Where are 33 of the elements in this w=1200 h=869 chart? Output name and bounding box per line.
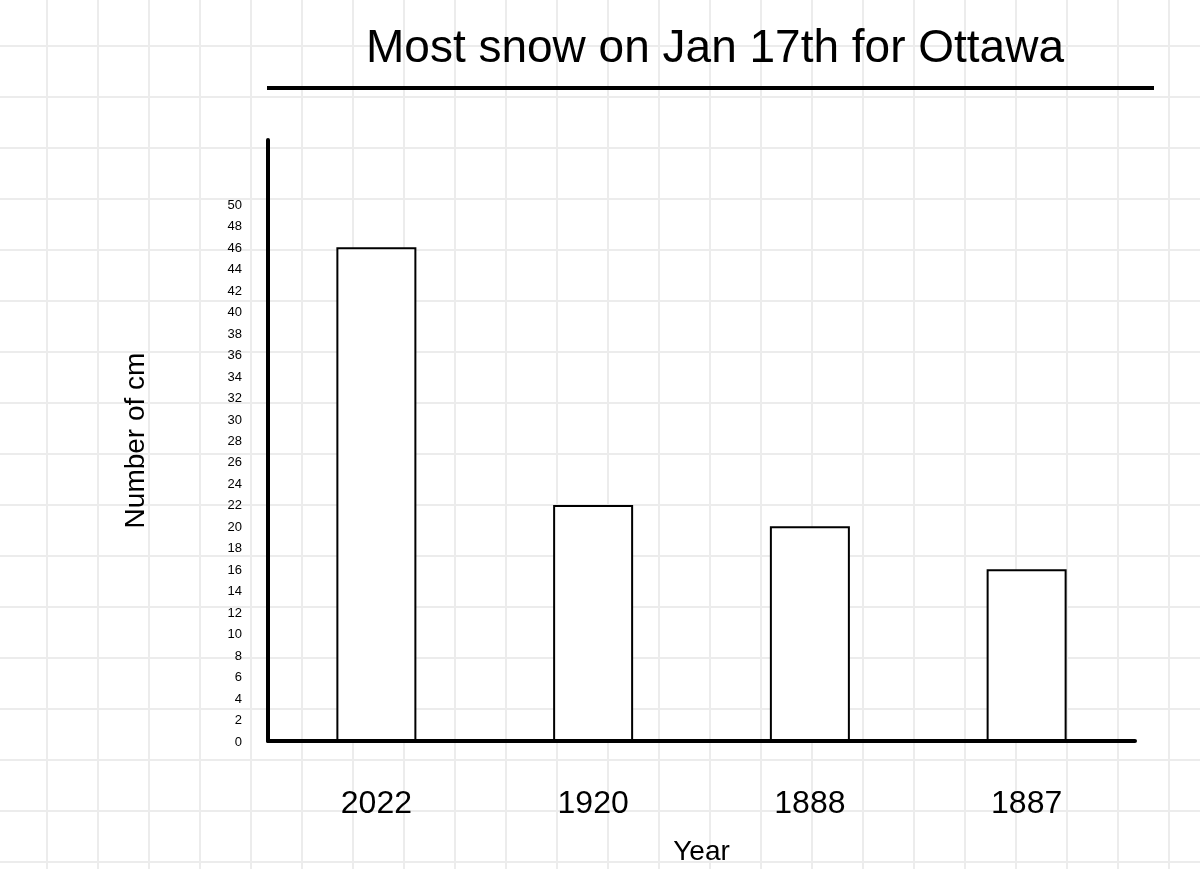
chart-title: Most snow on Jan 17th for Ottawa — [365, 20, 1065, 72]
y-tick-label: 18 — [227, 540, 242, 556]
y-tick-label: 28 — [227, 433, 242, 448]
y-tick-label: 30 — [227, 411, 242, 427]
y-tick-label: 14 — [227, 583, 242, 599]
x-tick-label: 1887 — [991, 784, 1063, 820]
y-tick-label: 8 — [234, 647, 242, 663]
y-tick-label: 50 — [227, 196, 242, 212]
y-tick-label: 42 — [227, 282, 242, 298]
x-tick-label: 1920 — [557, 784, 629, 820]
y-tick-label: 16 — [227, 561, 242, 577]
y-tick-label: 0 — [234, 733, 242, 749]
y-tick-label: 24 — [227, 475, 242, 491]
x-tick-label: 2022 — [340, 784, 412, 820]
y-tick-label: 38 — [227, 325, 242, 341]
y-axis-title: Number of cm — [118, 352, 150, 529]
y-tick-label: 12 — [227, 604, 242, 620]
y-tick-label: 2 — [234, 712, 242, 728]
y-tick-label: 36 — [227, 347, 242, 363]
y-tick-label: 32 — [227, 390, 242, 406]
y-tick-label: 34 — [227, 368, 242, 384]
y-tick-label: 40 — [227, 304, 242, 320]
y-tick-label: 4 — [234, 690, 242, 706]
y-tick-label: 48 — [227, 218, 242, 234]
x-tick-label: 1888 — [774, 784, 846, 820]
x-axis-title: Year — [673, 834, 730, 866]
y-tick-label: 26 — [227, 454, 242, 470]
y-tick-label: 46 — [227, 239, 242, 255]
y-tick-label: 10 — [227, 626, 242, 642]
y-tick-label: 22 — [227, 497, 242, 513]
y-tick-label: 20 — [227, 518, 242, 534]
y-tick-label: 6 — [234, 669, 242, 685]
y-tick-label: 44 — [227, 261, 242, 277]
